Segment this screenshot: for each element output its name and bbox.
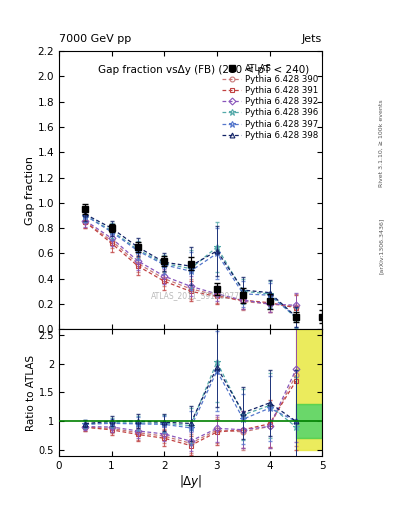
Bar — [296, 329, 322, 404]
Text: ATLAS_2011_S9128077: ATLAS_2011_S9128077 — [151, 291, 241, 301]
Text: Rivet 3.1.10, ≥ 100k events: Rivet 3.1.10, ≥ 100k events — [379, 99, 384, 187]
Text: Gap fraction vsΔy (FB) (210 < pT < 240): Gap fraction vsΔy (FB) (210 < pT < 240) — [98, 65, 309, 75]
Text: 7000 GeV pp: 7000 GeV pp — [59, 33, 131, 44]
Y-axis label: Gap fraction: Gap fraction — [25, 156, 35, 225]
Bar — [296, 404, 322, 438]
X-axis label: $|\Delta y|$: $|\Delta y|$ — [179, 473, 202, 490]
Text: Jets: Jets — [302, 33, 322, 44]
Legend: ATLAS, Pythia 6.428 390, Pythia 6.428 391, Pythia 6.428 392, Pythia 6.428 396, P: ATLAS, Pythia 6.428 390, Pythia 6.428 39… — [222, 64, 318, 140]
Bar — [296, 438, 322, 450]
Y-axis label: Ratio to ATLAS: Ratio to ATLAS — [26, 354, 36, 431]
Text: [arXiv:1306.3436]: [arXiv:1306.3436] — [379, 218, 384, 274]
